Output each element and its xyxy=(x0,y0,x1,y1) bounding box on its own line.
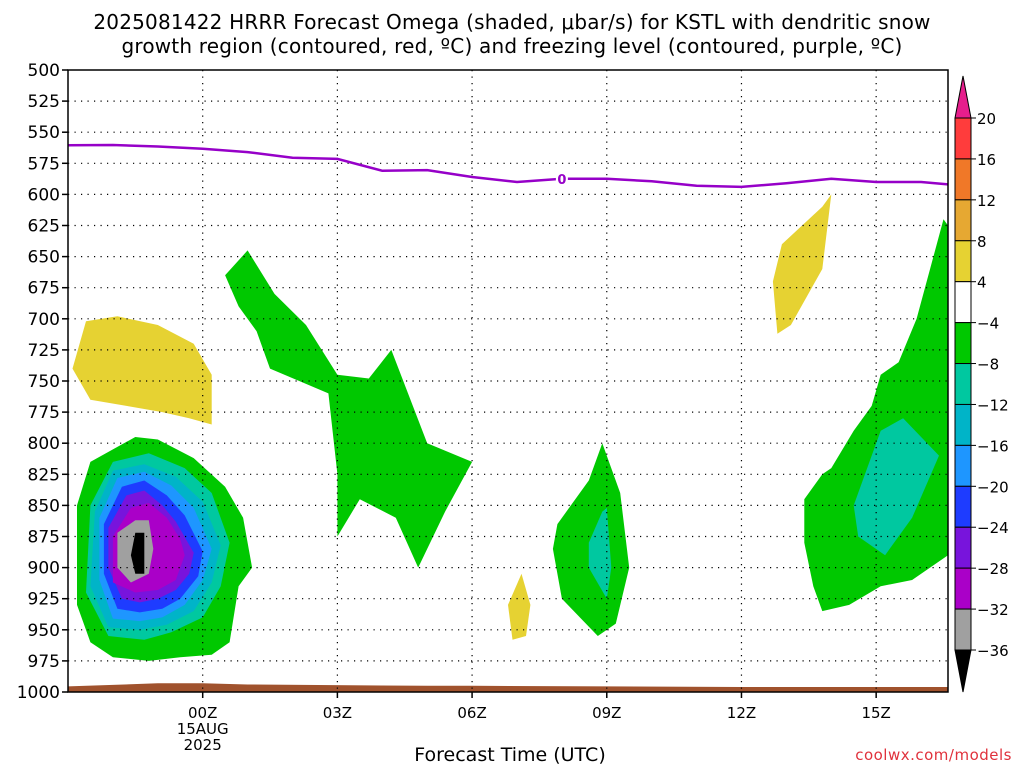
y-tick-label: 725 xyxy=(28,341,60,361)
colorbar-swatch xyxy=(954,363,972,405)
colorbar-swatch xyxy=(954,322,972,365)
y-tick-label: 525 xyxy=(28,92,60,112)
x-tick-label: 00Z xyxy=(188,704,217,722)
colorbar-bottom-arrow xyxy=(954,649,972,693)
colorbar-swatch xyxy=(954,117,972,160)
freezing-level-label-bg xyxy=(555,171,568,186)
colorbar-swatch xyxy=(954,240,972,283)
colorbar-label: −16 xyxy=(977,437,1009,455)
x-tick-label: 09Z xyxy=(592,704,621,722)
colorbar-swatch xyxy=(954,158,972,201)
x-tick-label: 03Z xyxy=(323,704,352,722)
colorbar: 20 16 12 8 4 −4 −8 −12 −16 −20 −24 −28 −32 −36 xyxy=(954,75,1009,693)
colorbar-top-arrow xyxy=(954,75,972,119)
chart-title-line1: 2025081422 HRRR Forecast Omega (shaded, … xyxy=(93,10,931,34)
colorbar-swatch xyxy=(954,281,972,324)
y-tick-label: 925 xyxy=(28,590,60,610)
colorbar-swatch xyxy=(954,485,972,528)
terrain-band xyxy=(68,683,948,692)
colorbar-label: −24 xyxy=(977,519,1009,537)
freezing-level-label: 0 xyxy=(557,173,566,188)
x-axis-label: Forecast Time (UTC) xyxy=(414,744,606,766)
y-tick-label: 700 xyxy=(28,310,60,330)
colorbar-label: −12 xyxy=(977,396,1009,414)
plot-area xyxy=(68,194,948,692)
y-tick-label: 550 xyxy=(28,123,60,143)
colorbar-swatch xyxy=(954,526,972,569)
freezing-level-layer: 0 xyxy=(67,143,949,189)
omega-region-16 xyxy=(130,532,145,574)
omega-region-3 xyxy=(225,250,473,568)
x-tick-label: 15Z xyxy=(861,704,890,722)
colorbar-label: 4 xyxy=(977,274,987,292)
y-tick-label: 900 xyxy=(28,559,60,579)
y-tick-label: 850 xyxy=(28,496,60,516)
colorbar-label: 20 xyxy=(977,110,996,128)
colorbar-swatch xyxy=(954,567,972,610)
x-tick-label: 12Z xyxy=(727,704,756,722)
axes: 500 525 550 575 600 625 650 675 700 725 750 775 800 8… xyxy=(17,61,949,754)
x-tick-label: 06Z xyxy=(457,704,486,722)
y-tick-label: 750 xyxy=(28,372,60,392)
y-tick-label: 875 xyxy=(28,528,60,548)
y-tick-label: 625 xyxy=(28,217,60,237)
colorbar-label: 12 xyxy=(977,192,996,210)
y-tick-label: 800 xyxy=(28,434,60,454)
y-tick-label: 950 xyxy=(28,621,60,641)
y-tick-label: 1000 xyxy=(17,683,60,703)
colorbar-swatch xyxy=(954,199,972,242)
colorbar-swatch xyxy=(954,444,972,487)
colorbar-label: −4 xyxy=(977,315,999,333)
omega-region-1 xyxy=(508,573,531,640)
y-tick-label: 775 xyxy=(28,403,60,423)
y-tick-label: 600 xyxy=(28,185,60,205)
colorbar-label: 16 xyxy=(977,151,996,169)
y-tick-label: 675 xyxy=(28,279,60,299)
x-tick-date-label: 15AUG xyxy=(177,720,229,738)
y-tick-label: 975 xyxy=(28,652,60,672)
omega-region-8 xyxy=(588,507,612,599)
source-credit: coolwx.com/models xyxy=(855,746,1012,764)
omega-region-0 xyxy=(72,316,212,425)
x-tick-year-label: 2025 xyxy=(184,736,222,754)
omega-region-7 xyxy=(853,418,939,556)
y-tick-label: 825 xyxy=(28,465,60,485)
colorbar-swatch xyxy=(954,608,972,651)
y-tick-label: 650 xyxy=(28,248,60,268)
chart-title-line2: growth region (contoured, red, ºC) and f… xyxy=(121,34,903,58)
y-tick-label: 500 xyxy=(28,61,60,81)
colorbar-label: −20 xyxy=(977,478,1009,496)
colorbar-label: −28 xyxy=(977,560,1009,578)
freezing-level-line xyxy=(67,143,949,189)
colorbar-label: −36 xyxy=(977,642,1009,660)
colorbar-label: −8 xyxy=(977,356,999,374)
colorbar-swatch xyxy=(954,403,972,446)
colorbar-label: −32 xyxy=(977,601,1009,619)
y-tick-label: 575 xyxy=(28,154,60,174)
omega-region-2 xyxy=(772,194,832,334)
colorbar-label: 8 xyxy=(977,233,987,251)
